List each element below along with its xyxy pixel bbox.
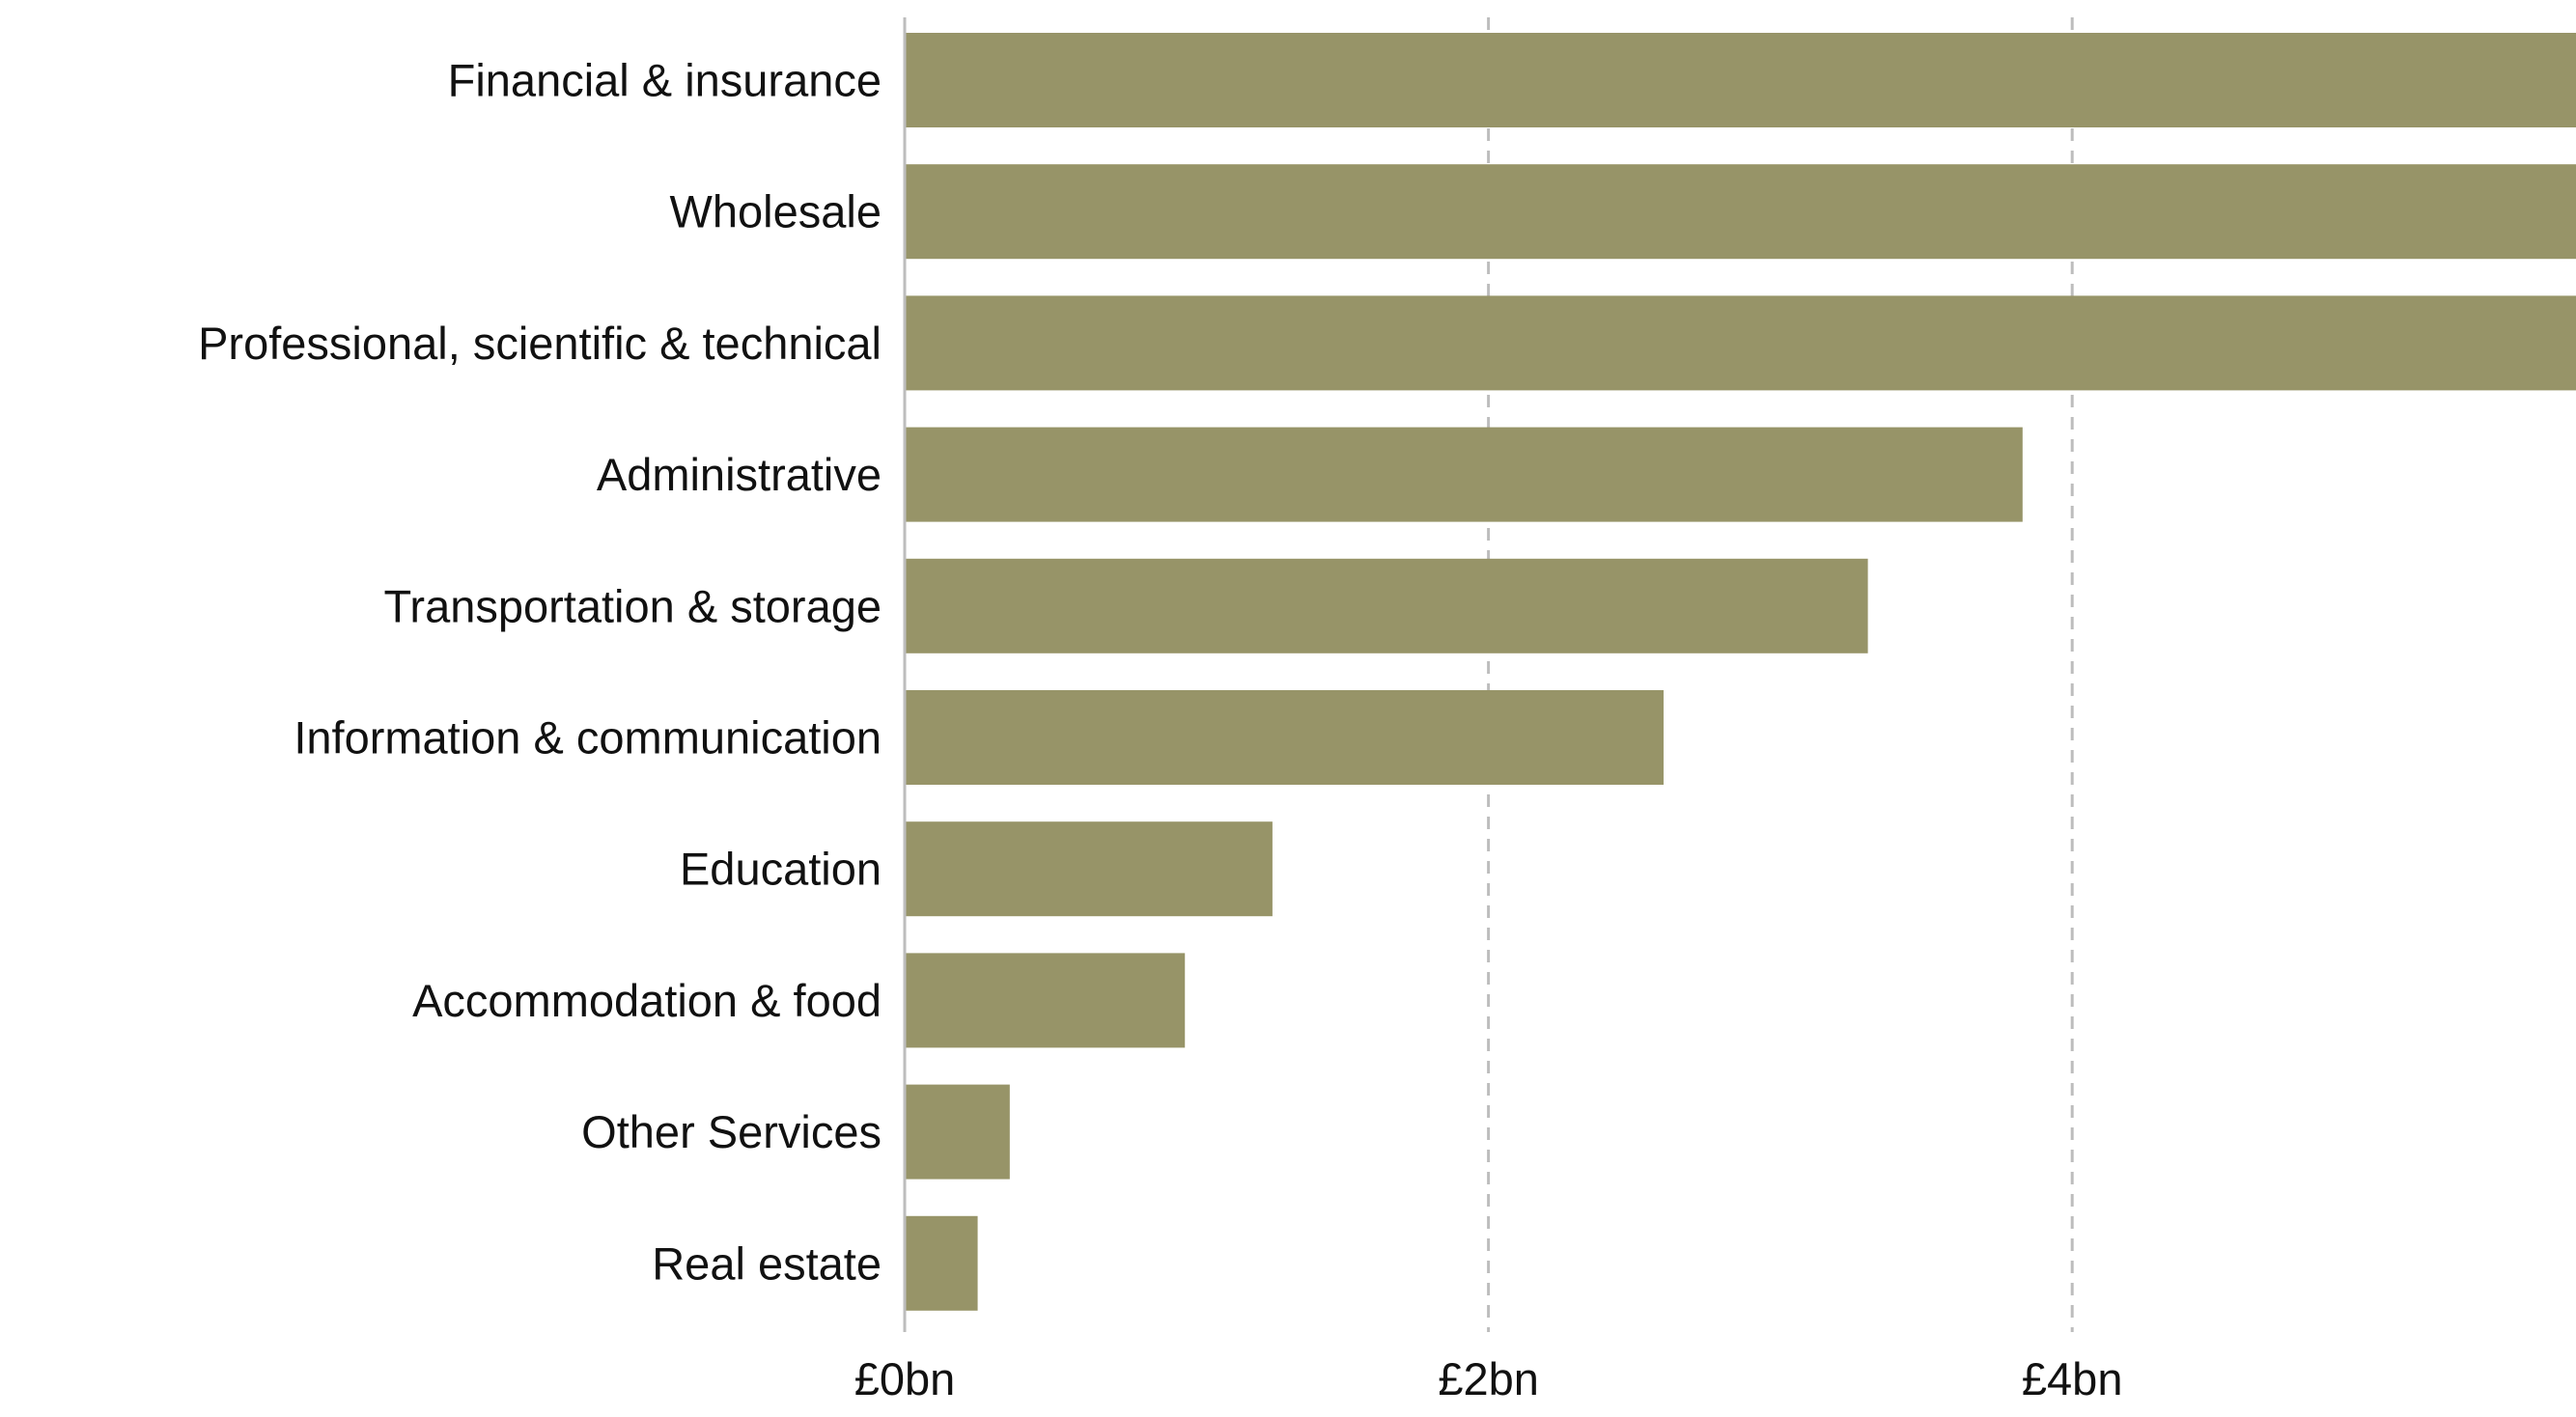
category-label-8: Other Services [581, 1106, 882, 1157]
bar-layer [905, 33, 2576, 1311]
bar-8 [905, 1084, 1010, 1180]
bar-9 [905, 1215, 978, 1311]
category-label-5: Information & communication [294, 712, 882, 764]
bar-3 [905, 427, 2023, 522]
bar-1 [905, 164, 2576, 260]
grid-layer [1487, 17, 2074, 1332]
bar-0 [905, 33, 2576, 127]
category-label-3: Administrative [597, 449, 882, 500]
bar-4 [905, 558, 1868, 653]
x-tick-label-0: £0bn [854, 1353, 956, 1404]
bar-5 [905, 690, 1664, 785]
x-tick-label-1: £2bn [1438, 1353, 1539, 1404]
category-label-2: Professional, scientific & technical [198, 318, 882, 369]
bar-6 [905, 821, 1273, 917]
x-tick-labels: £0bn£2bn£4bn£6bn£8bn£10bn [854, 1353, 2123, 1404]
bar-2 [905, 295, 2576, 391]
category-label-6: Education [680, 844, 882, 895]
category-label-0: Financial & insurance [448, 55, 882, 106]
category-label-1: Wholesale [670, 186, 882, 237]
category-label-4: Transportation & storage [383, 580, 882, 631]
category-label-7: Accommodation & food [412, 975, 882, 1026]
bar-7 [905, 953, 1186, 1048]
x-tick-label-2: £4bn [2022, 1353, 2123, 1404]
category-label-9: Real estate [652, 1237, 882, 1289]
category-labels: Financial & insurance Wholesale Profession… [198, 55, 882, 1290]
